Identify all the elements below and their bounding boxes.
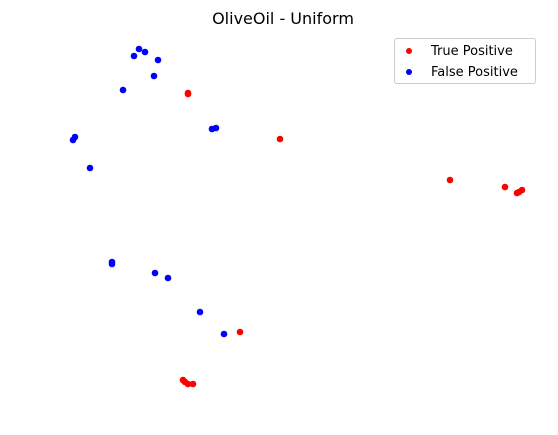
points-layer [69,45,526,388]
legend-marker-true-positive [406,48,412,54]
point-false-positive-15 [196,308,204,316]
point-false-positive-7 [212,124,220,132]
point-true-positive-1 [184,90,192,98]
point-false-positive-13 [151,269,159,277]
point-false-positive-14 [164,274,172,282]
point-false-positive-2 [130,52,138,60]
point-true-positive-7 [518,186,526,194]
point-true-positive-11 [184,380,192,388]
point-true-positive-12 [189,380,197,388]
point-false-positive-16 [220,330,228,338]
legend-item-false-positive: False Positive [395,63,518,81]
point-false-positive-5 [119,86,127,94]
point-true-positive-4 [501,183,509,191]
legend-label-true-positive: True Positive [431,43,513,59]
point-false-positive-0 [135,45,143,53]
point-false-positive-9 [69,136,77,144]
point-false-positive-12 [108,260,116,268]
legend: True Positive False Positive [394,38,536,84]
point-false-positive-10 [86,164,94,172]
legend-label-false-positive: False Positive [431,64,518,80]
point-true-positive-2 [276,135,284,143]
point-false-positive-3 [154,56,162,64]
legend-item-true-positive: True Positive [395,42,513,60]
legend-marker-false-positive [406,69,412,75]
point-true-positive-3 [446,176,454,184]
chart-title: OliveOil - Uniform [212,9,354,28]
point-false-positive-1 [141,48,149,56]
point-true-positive-8 [236,328,244,336]
point-false-positive-4 [150,72,158,80]
